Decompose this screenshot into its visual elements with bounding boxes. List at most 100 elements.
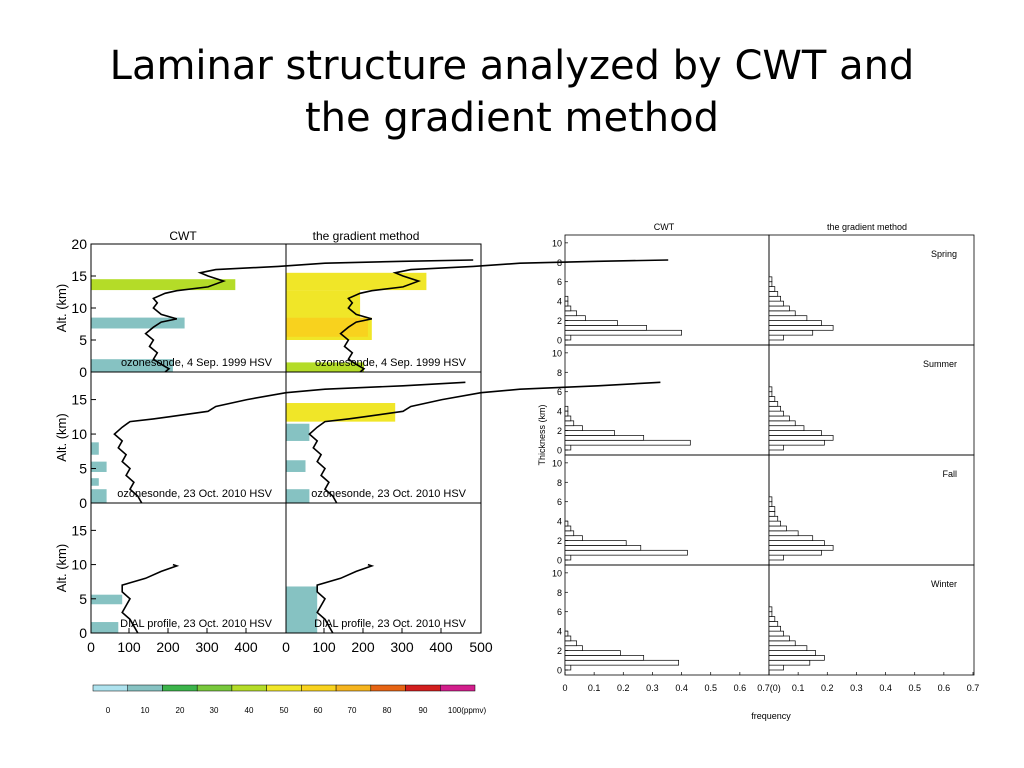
hist-ytick-label-4: 2 <box>557 646 562 656</box>
hist-xtick-right-5: 0.5 <box>908 683 921 693</box>
hist-ytick-label-3: 6 <box>557 497 562 507</box>
hist-bar-gradient-winter-8 <box>768 630 784 637</box>
hist-xtick-left-6: 0.5 <box>704 683 717 693</box>
colorbar-tick-label-1: 0 <box>106 706 111 715</box>
panel-frame-cwt-3 <box>90 502 287 634</box>
ytick-label-p1: 5 <box>79 332 87 348</box>
panel-frame-cwt-2 <box>90 371 287 504</box>
hist-xtick-left-3: 0.2 <box>617 683 630 693</box>
season-label-summer: Summer <box>923 359 957 369</box>
hist-bar-cwt-summer-6 <box>564 420 575 427</box>
hist-bar-gradient-fall-9 <box>768 515 779 522</box>
layer-cwt-p1-3 <box>91 279 236 291</box>
xtick-label-11: 500 <box>469 639 493 655</box>
xtick-label-1: 0 <box>87 639 95 655</box>
colorbar-tick-label-10: 90 <box>419 706 428 715</box>
hist-bar-gradient-summer-8 <box>768 410 784 417</box>
hist-bar-gradient-summer-1 <box>768 444 784 451</box>
colorbar-tick-label-5: 40 <box>245 706 254 715</box>
layer-gradient-p1-3 <box>286 317 368 337</box>
hist-bar-gradient-winter-4 <box>768 650 816 656</box>
hist-ytick-label-2: 10 <box>552 348 562 358</box>
ytick-label-p3: 10 <box>71 557 87 573</box>
hist-ytick-label-1: 0 <box>557 336 562 346</box>
hist-bar-gradient-spring-7 <box>768 305 790 312</box>
colorbar-segment-6 <box>266 684 302 692</box>
hist-bar-gradient-winter-3 <box>768 655 825 661</box>
hist-ytick-label-1: 4 <box>557 297 562 307</box>
column-header-gradient: the gradient method <box>313 229 420 243</box>
hist-bar-cwt-spring-8 <box>564 300 569 307</box>
layer-gradient-p1-1 <box>286 362 364 372</box>
hist-bar-cwt-summer-2 <box>564 439 691 446</box>
colorbar-segment-2 <box>127 684 163 692</box>
layer-cwt-p1-1 <box>91 359 173 372</box>
hist-bar-gradient-fall-4 <box>768 540 825 546</box>
hist-bar-cwt-winter-4 <box>564 650 621 656</box>
ytick-label-p2: 5 <box>79 461 87 477</box>
hist-bar-gradient-fall-3 <box>768 545 834 551</box>
colorbar-tick-label-4: 30 <box>210 706 219 715</box>
layer-cwt-p3-1 <box>91 622 119 633</box>
hist-bar-cwt-winter-2 <box>564 659 680 666</box>
slide-title-line1: Laminar structure analyzed by CWT and <box>109 43 915 89</box>
hist-bar-gradient-fall-1 <box>768 554 784 561</box>
hist-xtick-left-7: 0.6 <box>734 683 747 693</box>
hist-bar-cwt-spring-7 <box>564 305 572 312</box>
xtick-label-7: 100 <box>312 639 336 655</box>
hist-bar-cwt-spring-4 <box>564 320 618 326</box>
hist-bar-gradient-summer-3 <box>768 435 834 441</box>
ytick-label-p1: 20 <box>71 236 87 252</box>
ytick-label-p1: 0 <box>79 364 87 380</box>
hist-bar-cwt-fall-5 <box>564 535 583 541</box>
xtick-label-6: 0 <box>282 639 290 655</box>
colorbar-segment-3 <box>162 684 198 692</box>
hist-bar-gradient-summer-4 <box>768 430 822 436</box>
layer-cwt-p3-2 <box>91 594 123 605</box>
hist-bar-gradient-winter-2 <box>768 659 811 666</box>
hist-bar-gradient-summer-5 <box>768 425 805 431</box>
slide-title: Laminar structure analyzed by CWT and th… <box>0 40 1024 144</box>
hist-bar-gradient-winter-6 <box>768 640 796 647</box>
hist-bar-cwt-fall-2 <box>564 549 688 556</box>
season-label-winter: Winter <box>931 579 957 589</box>
hist-bar-cwt-winter-5 <box>564 645 583 651</box>
layer-gradient-p2-3 <box>286 423 310 441</box>
colorbar-segment-4 <box>196 684 233 692</box>
colorbar-tick-label-3: 20 <box>176 706 185 715</box>
hist-bar-cwt-summer-9 <box>564 405 569 412</box>
season-label-spring: Spring <box>931 249 957 259</box>
colorbar-segment-8 <box>335 684 372 692</box>
hist-ytick-label-4: 10 <box>552 568 562 578</box>
panel-frame-gradient-3 <box>285 502 482 634</box>
ytick-label-p3: 0 <box>79 625 87 641</box>
hist-bar-gradient-spring-1 <box>768 334 784 341</box>
hist-bar-gradient-fall-7 <box>768 525 787 532</box>
hist-xtick-right-7: 0.7 <box>967 683 980 693</box>
hist-bar-gradient-fall-5 <box>768 535 814 541</box>
ytick-label-p1: 10 <box>71 300 87 316</box>
colorbar-tick-label-6: 50 <box>280 706 289 715</box>
hist-bar-cwt-spring-3 <box>564 325 647 331</box>
xtick-label-5: 400 <box>234 639 258 655</box>
hist-ytick-label-4: 4 <box>557 627 562 637</box>
colorbar-tick-label-2: 10 <box>141 706 150 715</box>
hist-bar-gradient-summer-7 <box>768 415 790 422</box>
xtick-label-2: 100 <box>117 639 141 655</box>
hist-xtick-right-6: 0.6 <box>938 683 951 693</box>
layer-cwt-p2-1 <box>91 489 107 503</box>
hist-bar-cwt-spring-5 <box>564 315 586 321</box>
ytick-label-p2: 10 <box>71 426 87 442</box>
hist-bar-cwt-fall-1 <box>564 554 572 561</box>
hist-bar-cwt-spring-1 <box>564 334 572 341</box>
layer-gradient-p3-1 <box>286 586 318 633</box>
panel-label-gradient-p2: ozonesonde, 23 Oct. 2010 HSV <box>311 488 466 500</box>
hist-xaxis-label: frequency <box>751 711 791 721</box>
hist-ytick-label-2: 8 <box>557 368 562 378</box>
hist-xtick-right-3: 0.3 <box>850 683 863 693</box>
yaxis-label-p3: Alt. (km) <box>54 544 69 592</box>
colorbar-tick-label-9: 80 <box>383 706 392 715</box>
layer-gradient-p2-2 <box>286 460 306 472</box>
yaxis-label-p2: Alt. (km) <box>54 413 69 461</box>
hist-bar-gradient-spring-11 <box>768 286 776 292</box>
